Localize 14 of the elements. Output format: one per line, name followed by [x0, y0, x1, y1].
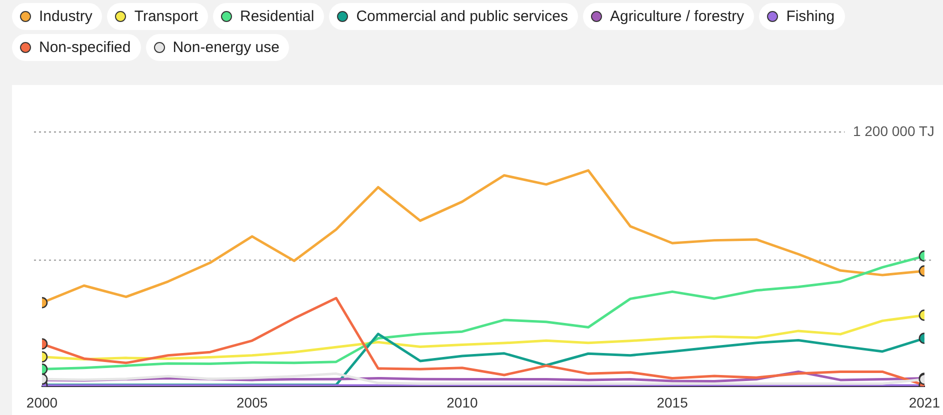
legend-label: Agriculture / forestry — [610, 8, 744, 25]
ref-line-label: 1 200 000 TJ — [852, 122, 934, 139]
legend-label: Transport — [134, 8, 198, 25]
x-tick-label: 2021 — [908, 394, 940, 410]
legend-label: Residential — [240, 8, 314, 25]
x-tick-label: 2000 — [26, 394, 58, 410]
legend-label: Fishing — [786, 8, 835, 25]
x-tick-label: 2010 — [446, 394, 478, 410]
x-tick-label: 2015 — [656, 394, 688, 410]
legend-label: Non-energy use — [172, 39, 280, 56]
legend-label: Industry — [39, 8, 92, 25]
legend-label: Commercial and public services — [356, 8, 568, 25]
x-tick-label: 2005 — [236, 394, 268, 410]
legend-label: Non-specified — [39, 39, 131, 56]
